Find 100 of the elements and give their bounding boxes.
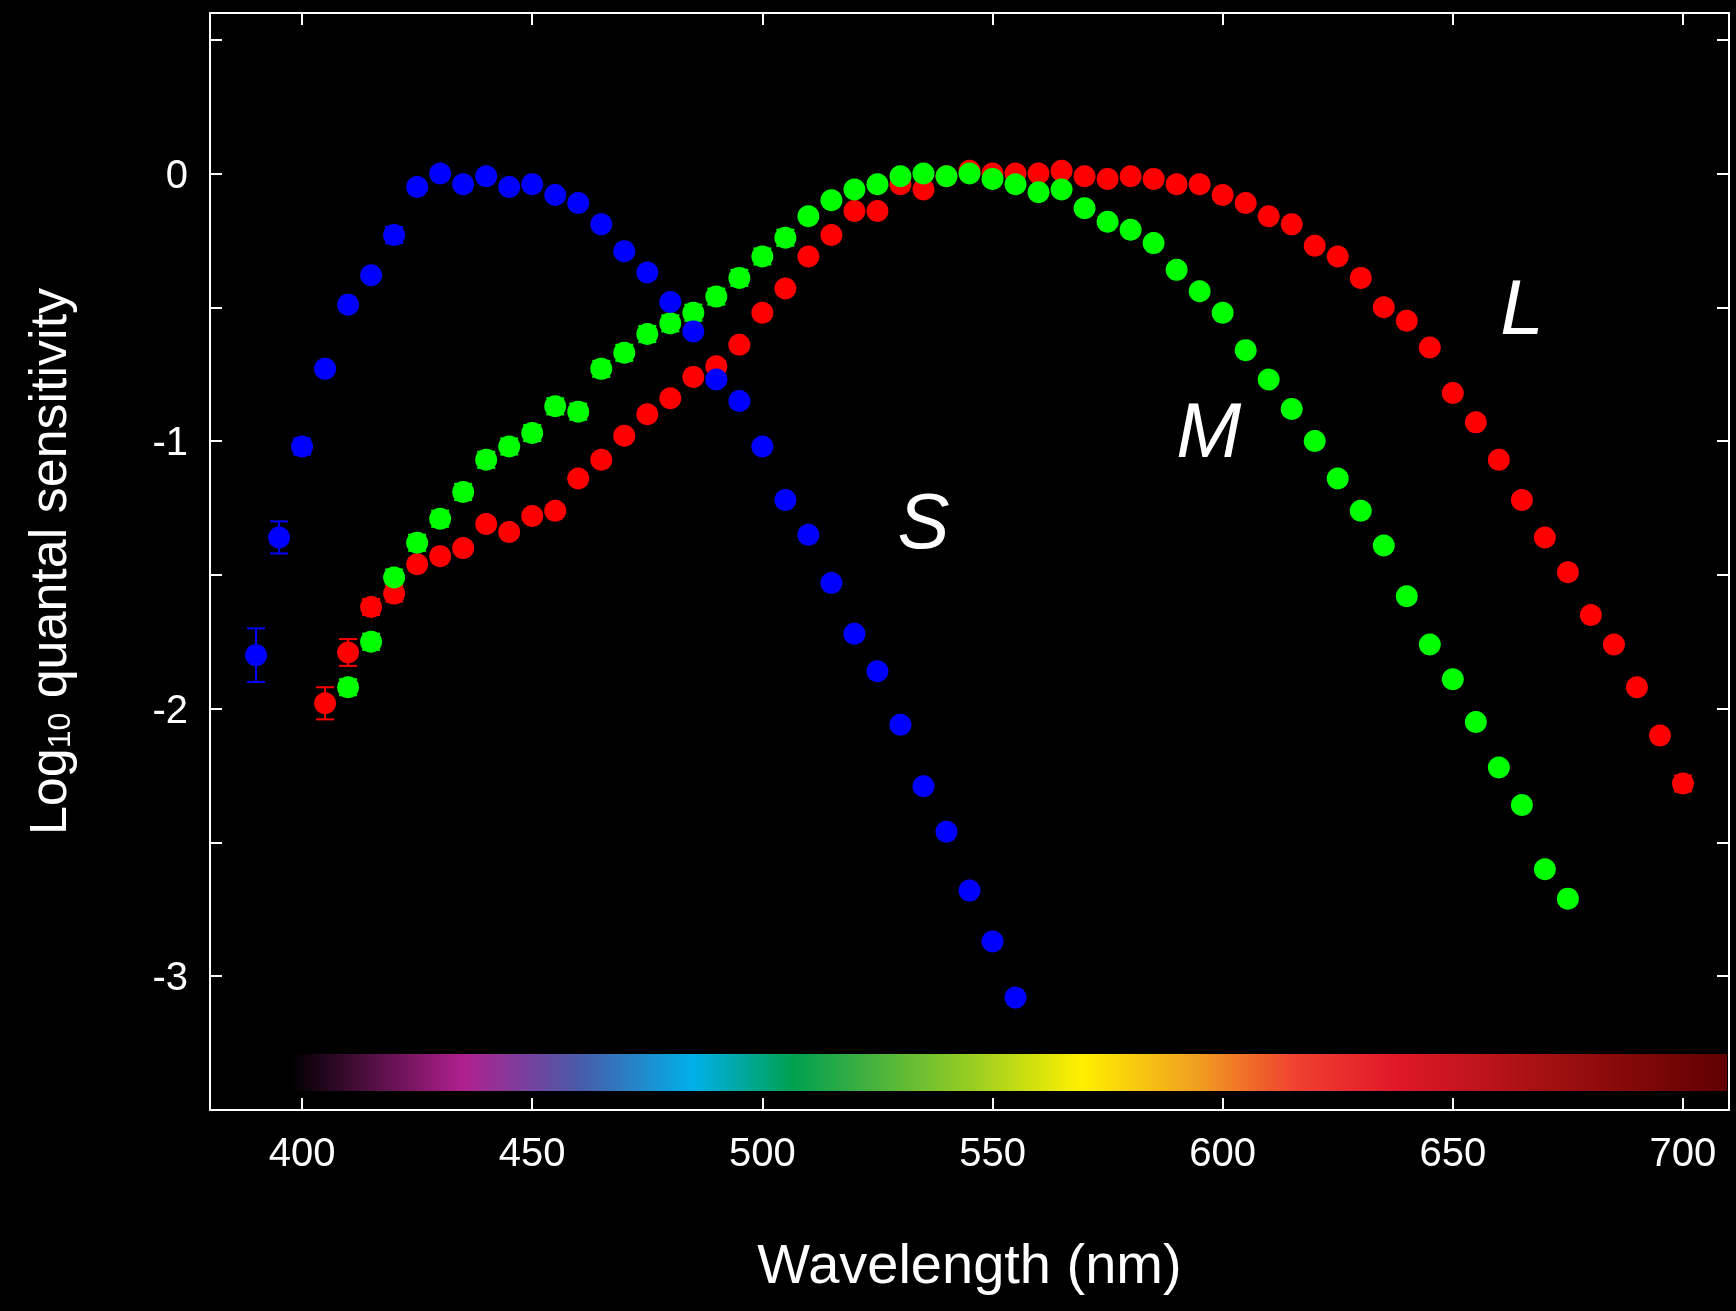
point [314, 692, 337, 715]
point [1349, 266, 1372, 289]
point [1234, 339, 1257, 362]
point [935, 820, 958, 843]
point [498, 175, 521, 198]
point [337, 293, 360, 316]
point [314, 357, 337, 380]
point [751, 301, 774, 324]
point [1372, 534, 1395, 557]
point [1165, 258, 1188, 281]
point [1372, 296, 1395, 319]
point [544, 499, 567, 522]
point [728, 333, 751, 356]
x-tick-label: 700 [1649, 1130, 1717, 1174]
point [1464, 711, 1487, 734]
point [406, 175, 429, 198]
point [1004, 173, 1027, 196]
y-tick-label: -3 [152, 954, 188, 999]
point [567, 467, 590, 490]
point [889, 713, 912, 736]
point [1533, 858, 1556, 881]
point [1142, 232, 1165, 255]
point [889, 165, 912, 188]
point [1349, 499, 1372, 522]
point [682, 320, 705, 343]
point [797, 245, 820, 268]
y-tick-label: -2 [152, 686, 188, 731]
point [866, 173, 889, 196]
point [797, 205, 820, 228]
point [1050, 178, 1073, 201]
point [567, 191, 590, 214]
point [1326, 467, 1349, 490]
x-tick-label: 400 [268, 1130, 336, 1174]
point [521, 173, 544, 196]
point [774, 488, 797, 511]
point [360, 264, 383, 287]
point [1418, 336, 1441, 359]
point [268, 526, 291, 549]
point [1418, 633, 1441, 656]
point [1004, 986, 1027, 1009]
point [1441, 381, 1464, 404]
series-label: L [1500, 263, 1544, 352]
point [1556, 887, 1579, 910]
point [843, 622, 866, 645]
point [1073, 197, 1096, 220]
point [429, 545, 452, 568]
point [1096, 167, 1119, 190]
x-tick-label: 450 [498, 1130, 566, 1174]
point [843, 200, 866, 222]
point [1142, 167, 1165, 190]
point [1257, 205, 1280, 228]
point [1096, 210, 1119, 233]
point [1073, 165, 1096, 188]
point [498, 521, 521, 544]
point [1050, 159, 1073, 182]
series-label: M [1176, 386, 1242, 475]
point [1119, 165, 1142, 188]
point [981, 930, 1004, 953]
point [1625, 676, 1648, 699]
x-axis-title: Wavelength (nm) [757, 1231, 1182, 1295]
point [1027, 162, 1050, 185]
point [452, 537, 475, 560]
point [1188, 173, 1211, 196]
point [406, 553, 429, 576]
point [659, 290, 682, 313]
point [1234, 191, 1257, 214]
point [1303, 234, 1326, 257]
y-tick-label: -1 [152, 419, 188, 464]
point [912, 775, 935, 798]
point [1280, 213, 1303, 236]
point [636, 261, 659, 284]
x-tick-label: 650 [1419, 1130, 1487, 1174]
point [682, 365, 705, 388]
point [636, 403, 659, 426]
point [820, 224, 843, 247]
point [751, 435, 774, 458]
point [1257, 368, 1280, 391]
point [1395, 585, 1418, 608]
point [1602, 633, 1625, 656]
point [1487, 448, 1510, 471]
point [1510, 488, 1533, 511]
point [1326, 245, 1349, 268]
point [1510, 793, 1533, 816]
point [475, 513, 498, 536]
point [429, 162, 452, 185]
point [1211, 183, 1234, 206]
point [1119, 218, 1142, 241]
point [613, 240, 636, 263]
point [544, 183, 567, 206]
point [613, 424, 636, 447]
point [1487, 756, 1510, 779]
point [1165, 173, 1188, 196]
point [981, 167, 1004, 190]
point [1280, 398, 1303, 420]
series-label: S [897, 477, 950, 566]
point [1303, 430, 1326, 453]
point [1579, 604, 1602, 627]
x-tick-label: 600 [1189, 1130, 1257, 1174]
point [912, 162, 935, 185]
x-tick-label: 500 [728, 1130, 796, 1174]
